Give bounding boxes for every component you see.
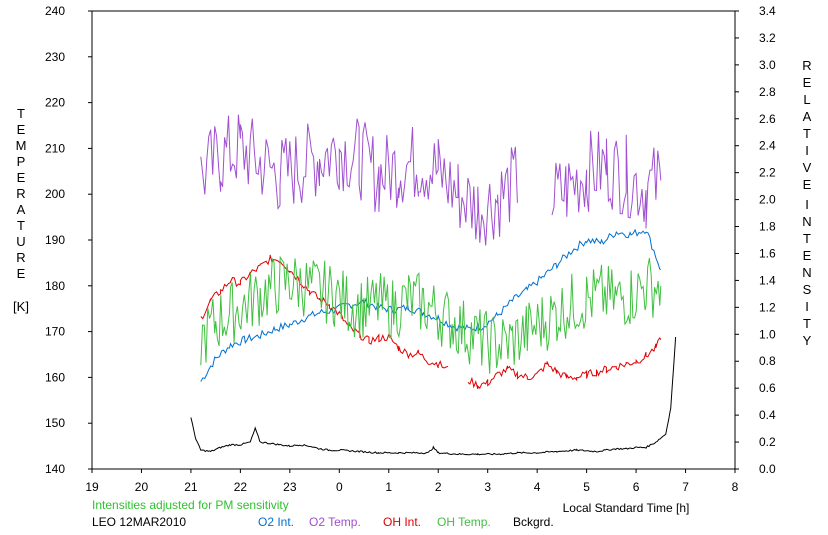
right-tick-label: 1.0 <box>759 327 776 341</box>
x-tick-label: 6 <box>633 480 640 494</box>
x-tick-label: 19 <box>85 480 99 494</box>
legend-entry: O2 Temp. <box>309 515 361 529</box>
right-axis-title-letter: A <box>803 109 812 124</box>
x-tick-label: 20 <box>135 480 149 494</box>
right-axis-title-letter: T <box>803 231 811 246</box>
left-tick-label: 190 <box>45 233 65 247</box>
right-tick-label: 2.4 <box>759 139 776 153</box>
right-axis-title-letter: N <box>802 214 811 229</box>
x-tick-label: 21 <box>184 480 198 494</box>
x-tick-label: 1 <box>385 480 392 494</box>
left-axis-title-letter: P <box>17 154 26 169</box>
right-axis-title-letter: L <box>803 92 810 107</box>
series-line-o2-int <box>200 228 662 382</box>
left-axis-title-letter: T <box>17 218 25 233</box>
left-axis-title-letter: T <box>17 106 25 121</box>
plot-frame <box>91 10 736 470</box>
right-axis-title-letter: E <box>803 248 812 263</box>
right-tick-label: 1.4 <box>759 273 776 287</box>
x-tick-label: 23 <box>283 480 297 494</box>
right-axis-title-letter: V <box>803 160 812 175</box>
left-axis-title-letter: E <box>17 266 26 281</box>
right-axis-title-letter: I <box>805 197 809 212</box>
legend-entry: OH Temp. <box>437 515 491 529</box>
x-tick-label: 4 <box>534 480 541 494</box>
right-axis-title-letter: E <box>803 75 812 90</box>
legend: O2 Int. O2 Temp. OH Int. OH Temp. Bckgrd. <box>258 515 554 529</box>
station-text: LEO 12MAR2010 <box>92 515 186 529</box>
left-axis-title-letter: A <box>17 202 26 217</box>
series-line-oh-int <box>200 254 662 390</box>
left-tick-label: 150 <box>45 416 65 430</box>
left-tick-label: 160 <box>45 370 65 384</box>
right-axis-title-letter: T <box>803 316 811 331</box>
right-tick-label: 0.6 <box>759 381 776 395</box>
right-tick-label: 2.2 <box>759 166 776 180</box>
right-tick-label: 0.0 <box>759 462 776 476</box>
left-tick-label: 210 <box>45 141 65 155</box>
note-text: Intensities adjusted for PM sensitivity <box>92 498 289 512</box>
legend-entry: OH Int. <box>383 515 421 529</box>
left-axis-title-letter: R <box>16 186 25 201</box>
right-tick-label: 1.6 <box>759 246 776 260</box>
axis-ticks: 1401501601701801902002102202302400.00.20… <box>45 4 776 494</box>
right-axis-title-letter: R <box>802 58 811 73</box>
right-axis-title-letter: E <box>803 177 812 192</box>
x-tick-label: 2 <box>435 480 442 494</box>
x-axis-label: Local Standard Time [h] <box>563 501 690 515</box>
right-axis-title-letter: I <box>805 143 809 158</box>
x-tick-label: 22 <box>234 480 248 494</box>
right-tick-label: 3.0 <box>759 58 776 72</box>
x-tick-label: 5 <box>583 480 590 494</box>
right-tick-label: 1.2 <box>759 300 776 314</box>
left-tick-label: 230 <box>45 50 65 64</box>
right-tick-label: 0.8 <box>759 354 776 368</box>
x-tick-label: 8 <box>732 480 739 494</box>
right-axis-title-letter: I <box>805 299 809 314</box>
right-tick-label: 0.2 <box>759 435 776 449</box>
left-tick-label: 180 <box>45 279 65 293</box>
right-axis-title-letter: N <box>802 265 811 280</box>
left-tick-label: 170 <box>45 325 65 339</box>
right-tick-label: 2.6 <box>759 112 776 126</box>
left-axis-title-letter: E <box>17 122 26 137</box>
x-tick-label: 0 <box>336 480 343 494</box>
legend-entry: Bckgrd. <box>513 515 554 529</box>
left-axis-unit: [K] <box>13 299 29 314</box>
legend-entry: O2 Int. <box>258 515 294 529</box>
series-line-o2-temp <box>200 114 662 246</box>
right-tick-label: 2.0 <box>759 193 776 207</box>
left-tick-label: 140 <box>45 462 65 476</box>
right-tick-label: 0.4 <box>759 408 776 422</box>
left-axis-title-letter: E <box>17 170 26 185</box>
left-tick-label: 200 <box>45 187 65 201</box>
right-axis-title-letter: S <box>803 282 812 297</box>
x-tick-label: 7 <box>682 480 689 494</box>
right-axis-title-letter: T <box>803 126 811 141</box>
series-line-bckgrd <box>190 336 677 456</box>
series-lines <box>190 114 677 456</box>
left-tick-label: 240 <box>45 4 65 18</box>
left-axis-title-letter: R <box>16 250 25 265</box>
right-tick-label: 3.2 <box>759 31 776 45</box>
x-tick-label: 3 <box>484 480 491 494</box>
left-axis-title-letter: M <box>16 138 27 153</box>
left-tick-label: 220 <box>45 96 65 110</box>
right-axis-title-letter: Y <box>803 333 812 348</box>
right-tick-label: 2.8 <box>759 85 776 99</box>
right-tick-label: 3.4 <box>759 4 776 18</box>
series-line-oh-temp <box>200 255 662 374</box>
left-axis-title-letter: U <box>16 234 25 249</box>
right-tick-label: 1.8 <box>759 220 776 234</box>
